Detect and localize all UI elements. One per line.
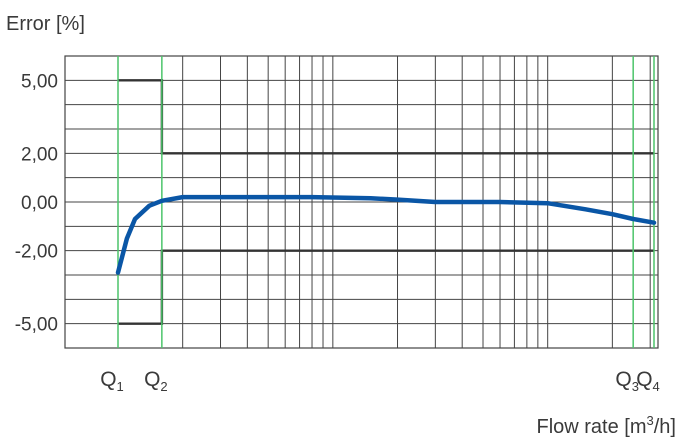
marker-label-sub: 2: [160, 379, 167, 394]
marker-label-q4: Q4: [636, 368, 660, 394]
marker-label-main: Q: [615, 368, 631, 391]
x-axis-label-sup: 3: [647, 413, 654, 428]
x-axis-label-main: Flow rate [m: [536, 416, 646, 438]
upper-limit: [118, 79, 654, 155]
marker-label-q2: Q2: [144, 368, 168, 394]
x-axis-label-tail: /h]: [654, 416, 676, 438]
y-tick-label: -2,00: [15, 242, 58, 263]
marker-label-q1: Q1: [100, 368, 124, 394]
marker-label-main: Q: [636, 368, 652, 391]
marker-label-main: Q: [100, 368, 116, 391]
series: [115, 194, 657, 275]
marker-label-main: Q: [144, 368, 160, 391]
marker-label-sub: 4: [653, 379, 660, 394]
lower-limit: [118, 249, 654, 325]
y-tick-label: -5,00: [15, 315, 58, 336]
error-curve-0: [115, 194, 657, 275]
marker-label-q3: Q3: [615, 368, 639, 394]
y-axis-label: Error [%]: [6, 13, 85, 35]
y-tick-label: 2,00: [21, 144, 58, 165]
x-axis-label: Flow rate [m3/h]: [536, 413, 676, 438]
y-tick-label: 5,00: [21, 71, 58, 92]
y-tick-labels: 5,00 2,00 0,00 -2,00 -5,00: [15, 71, 58, 335]
marker-label-sub: 1: [117, 379, 124, 394]
marker-label-sub: 3: [632, 379, 639, 394]
y-tick-label: 0,00: [21, 193, 58, 214]
